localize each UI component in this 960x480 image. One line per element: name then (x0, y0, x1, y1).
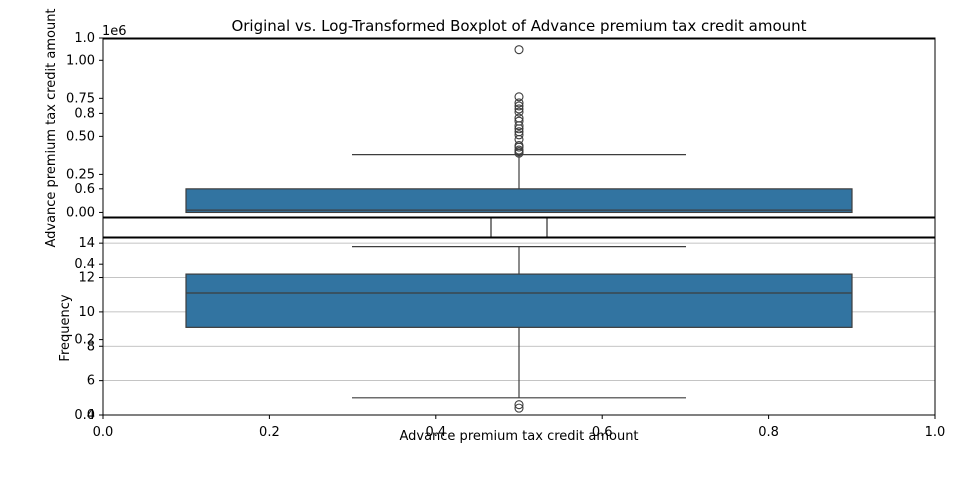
y-tick-label: 1.00 (66, 53, 95, 68)
y-tick-label: 12 (78, 271, 95, 286)
y-tick-label: 6 (87, 374, 95, 389)
outer-x-tick-label: 0.0 (93, 425, 114, 440)
y-tick-label: 0.50 (66, 129, 95, 144)
outlier-point (514, 45, 524, 55)
outer-y-tick-label: 0.0 (74, 408, 95, 423)
outer-x-tick-label: 0.2 (259, 425, 280, 440)
middle-axes-frame (102, 217, 936, 238)
outlier-point (514, 101, 524, 111)
outer-y-tick-label: 0.6 (74, 182, 95, 197)
y-tick-label: 0.25 (66, 167, 95, 182)
outer-y-tick-label: 0.2 (74, 333, 95, 348)
outlier-point (514, 113, 524, 123)
outlier-point (514, 145, 524, 155)
outer-y-tick-label: 1.0 (74, 31, 95, 46)
y-tick-label: 4 (87, 408, 95, 423)
outlier-point (514, 400, 524, 410)
iqr-box (185, 188, 853, 214)
log-y-ticks: 4 6 8 10 12 14 (78, 236, 103, 423)
x-axis-label: Advance premium tax credit amount (399, 429, 638, 444)
original-boxplot (185, 45, 853, 214)
log-y-axis-label: Frequency (58, 294, 73, 361)
outlier-point (514, 92, 524, 102)
y-tick-label: 10 (78, 305, 95, 320)
iqr-box (185, 273, 853, 328)
y-tick-label: 8 (87, 339, 95, 354)
original-y-axis-label: Advance premium tax credit amount (44, 8, 59, 247)
log-boxplot (185, 245, 853, 413)
outlier-point (514, 140, 524, 151)
outlier-point (514, 127, 524, 137)
panel-original: 1e6 Advance premium tax credit amount 0.… (44, 8, 936, 248)
panel-log-frame (102, 237, 936, 416)
outlier-point (514, 104, 524, 114)
outer-x-tick-label: 0.4 (425, 425, 446, 440)
y-tick-label: 14 (78, 236, 95, 251)
outlier-point (514, 98, 524, 108)
outer-x-tick-label: 0.6 (592, 425, 613, 440)
outer-x-ticks: 0.0 0.2 0.4 0.6 0.8 1.0 (93, 415, 946, 440)
outer-y-tick-label: 0.8 (74, 106, 95, 121)
y-tick-label: 0.75 (66, 91, 95, 106)
outlier-point (514, 116, 524, 126)
outer-x-tick-label: 1.0 (925, 425, 946, 440)
panel-log: Frequency 4 6 8 10 12 14 (58, 236, 936, 423)
figure-title: Original vs. Log-Transformed Boxplot of … (231, 17, 806, 35)
original-offset-label: 1e6 (102, 24, 127, 39)
middle-axes (102, 217, 936, 238)
outlier-point (514, 130, 524, 140)
original-y-ticks: 0.00 0.25 0.50 0.75 1.00 (66, 53, 103, 220)
y-tick-label: 0.00 (66, 205, 95, 220)
outlier-point (514, 107, 524, 117)
outer-y-tick-label: 0.4 (74, 257, 95, 272)
outer-x-tick-label: 0.8 (758, 425, 779, 440)
outer-y-ticks: 0.0 0.2 0.4 0.6 0.8 1.0 (74, 31, 103, 423)
outlier-point (514, 403, 524, 413)
middle-inset-frame (490, 217, 548, 238)
